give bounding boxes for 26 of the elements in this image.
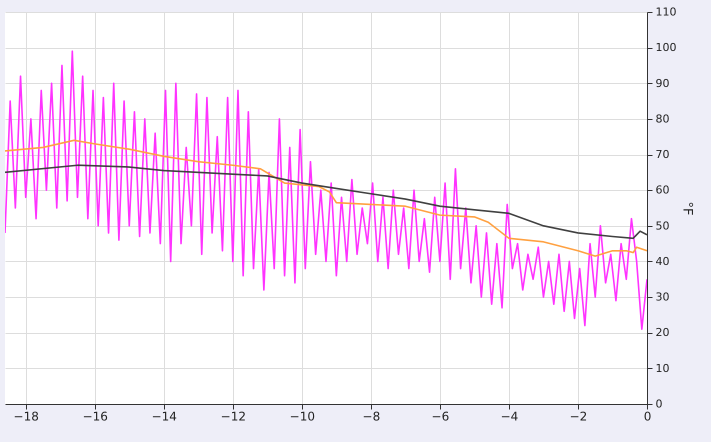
y-tick-label: 30 xyxy=(656,290,670,304)
y-tick-label: 70 xyxy=(656,148,670,162)
x-tick-label: −2 xyxy=(570,410,588,424)
x-tick-label: −8 xyxy=(362,410,380,424)
x-tick-label: −6 xyxy=(432,410,450,424)
line-series xyxy=(5,139,647,257)
y-tick-label: 110 xyxy=(656,6,676,18)
x-tick-label: 0 xyxy=(644,410,652,424)
x-tick-label: −10 xyxy=(290,410,316,424)
y-tick-label: 20 xyxy=(656,326,670,340)
y-tick-label: 10 xyxy=(656,362,670,375)
y-axis-title: °F xyxy=(679,202,694,216)
x-tick-label: −4 xyxy=(500,410,518,424)
y-tick-label: 0 xyxy=(656,398,662,410)
y-tick-label: 50 xyxy=(656,219,670,232)
y-tick-label: 90 xyxy=(656,76,670,90)
y-tick-label: 60 xyxy=(656,184,670,197)
x-tick-label: −16 xyxy=(82,410,108,424)
x-tick-label: −18 xyxy=(14,410,39,424)
y-tick-label: 40 xyxy=(656,254,670,268)
x-tick-label: −12 xyxy=(220,410,246,424)
y-tick-label: 80 xyxy=(656,112,670,126)
line-series xyxy=(5,164,647,240)
x-tick-label: −14 xyxy=(152,410,177,424)
line-series xyxy=(5,50,647,330)
y-tick-label: 100 xyxy=(656,41,676,54)
